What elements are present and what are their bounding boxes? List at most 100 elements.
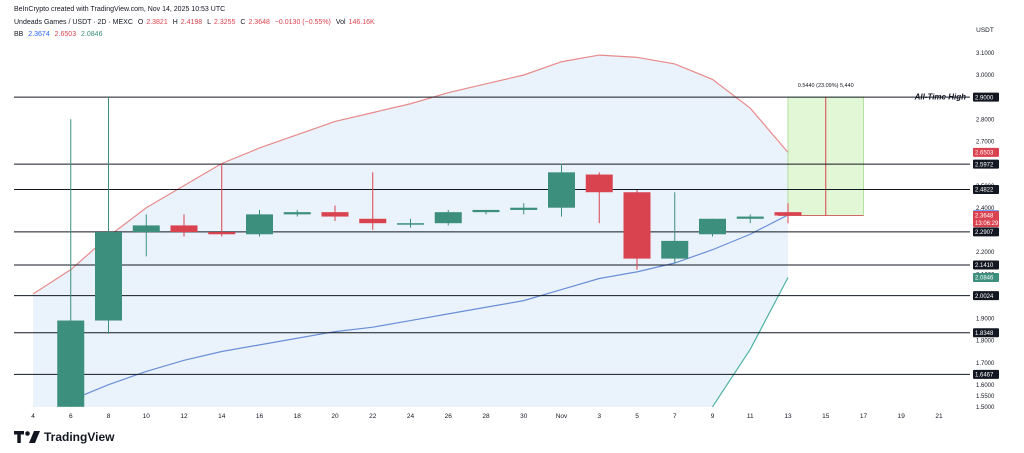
level-tag-4-bg (973, 260, 999, 270)
x-tick-label: 15 (822, 413, 830, 420)
level-tag-3-bg (973, 227, 999, 237)
y-tick-label: 2.7000 (976, 140, 995, 146)
candle-body (246, 214, 273, 235)
all-time-high-annotation: All-Time High (914, 93, 967, 102)
level-tag-5: 2.0024 (975, 294, 994, 300)
y-tick-label: 1.7000 (976, 361, 995, 367)
candle-body (510, 207, 538, 210)
bb-legend[interactable]: BB 2.3674 2.6503 2.0846 (14, 31, 105, 38)
y-tick-label: 1.9000 (976, 317, 995, 323)
ohlc-close-label: C (240, 19, 246, 26)
candle-body (548, 172, 575, 208)
y-tick-label: 2.8000 (976, 117, 995, 123)
volume-label: Vol (335, 19, 346, 26)
ohlc-change: −0.0130 (−0.55%) (274, 19, 331, 26)
level-tag-1-bg (973, 159, 999, 169)
ohlc-high-label: H (172, 19, 178, 26)
candle-body (57, 320, 85, 407)
candle-body (170, 225, 198, 233)
level-tag-0: 2.9000 (975, 95, 994, 101)
ohlc-open: 2.3821 (146, 19, 168, 26)
candle-body (95, 232, 122, 321)
level-tag-4: 2.1410 (975, 263, 994, 269)
x-tick-label: 19 (898, 413, 906, 420)
candle-body (208, 232, 236, 235)
bollinger-lower-line (711, 277, 789, 407)
y-tick-label: 3.0000 (976, 73, 995, 79)
y-tick-label: 1.8000 (976, 339, 995, 345)
x-tick-label: Nov (556, 413, 568, 420)
y-tick-label: 1.6000 (976, 383, 995, 389)
ohlc-low-label: L (207, 19, 212, 26)
ohlc-open-label: O (137, 19, 144, 26)
candle-body (132, 225, 160, 233)
candle-body (661, 240, 689, 259)
x-tick-label: 11 (747, 413, 754, 420)
x-tick-label: 26 (445, 413, 453, 420)
volume-value: 146.16K (348, 19, 375, 26)
x-tick-label: 21 (935, 413, 943, 420)
candle-body (774, 212, 802, 216)
candle-body (585, 174, 613, 193)
bb-basis-value: 2.3674 (28, 31, 50, 38)
tradingview-brand-text: TradingView (44, 430, 115, 444)
level-tag-2-bg (973, 185, 999, 195)
symbol-legend[interactable]: Undeads Games / USDT · 2D · MEXC O 2.3821… (14, 19, 378, 26)
x-tick-label: 22 (369, 413, 377, 420)
candle-body (623, 192, 651, 259)
target-measure-label: 0.5440 (23.09%) 5,440 (798, 83, 854, 89)
candle-body (736, 216, 764, 219)
tradingview-watermark: TradingView (14, 430, 114, 444)
x-tick-label: 18 (294, 413, 302, 420)
x-tick-label: 7 (673, 413, 677, 420)
x-tick-label: 8 (107, 413, 111, 420)
candle-body (321, 212, 349, 217)
level-tag-6: 1.8348 (975, 331, 994, 337)
x-tick-label: 4 (31, 413, 35, 420)
level-tag-6-bg (973, 328, 999, 338)
bollinger-basis-line (70, 214, 789, 401)
symbol-name: Undeads Games / USDT · 2D · MEXC (14, 19, 133, 26)
candle-body (359, 218, 387, 224)
y-tick-label: 1.5500 (976, 394, 995, 400)
y-tick-label: 1.5000 (976, 405, 995, 411)
x-tick-label: 28 (482, 413, 490, 420)
candle-body (283, 212, 311, 215)
level-tag-7-bg (973, 369, 999, 379)
bb-lower-value: 2.0846 (81, 31, 103, 38)
plot-area (14, 54, 970, 407)
x-tick-label: 5 (635, 413, 639, 420)
x-tick-label: 14 (218, 413, 226, 420)
bollinger-upper-line (32, 54, 789, 295)
y-tick-label: 2.2000 (976, 250, 995, 256)
x-tick-label: 6 (69, 413, 73, 420)
x-tick-label: 10 (143, 413, 151, 420)
candle-body (434, 212, 462, 224)
x-tick-label: 3 (597, 413, 601, 420)
price-tag-2: 2.3648 (975, 214, 994, 220)
bb-label: BB (14, 31, 24, 38)
price-tag-3-bg (973, 272, 999, 282)
ohlc-close: 2.3648 (248, 19, 270, 26)
ohlc-high: 2.4198 (180, 19, 203, 26)
level-tag-7: 1.6467 (975, 373, 994, 379)
ohlc-low: 2.3255 (214, 19, 236, 26)
level-tag-5-bg (973, 291, 999, 301)
candle-body (699, 218, 726, 235)
x-tick-label: 30 (520, 413, 528, 420)
y-tick-label: 3.1000 (976, 51, 995, 57)
level-tag-0-bg (973, 92, 999, 102)
candle-body (472, 209, 500, 213)
price-tag-0-bg (973, 147, 999, 157)
price-tag-countdown: 13:06:29 (975, 221, 999, 227)
tradingview-logo-icon (14, 431, 40, 443)
chart-caption: BeInCrypto created with TradingView.com,… (14, 6, 228, 13)
y-tick-label: 2.4000 (976, 206, 995, 212)
price-tag-2-bg (973, 211, 999, 228)
bb-upper-value: 2.6503 (54, 31, 77, 38)
caption-text: BeInCrypto created with TradingView.com,… (14, 6, 226, 13)
x-tick-label: 13 (784, 413, 792, 420)
level-tag-3: 2.2907 (975, 230, 994, 236)
x-tick-label: 9 (711, 413, 715, 420)
